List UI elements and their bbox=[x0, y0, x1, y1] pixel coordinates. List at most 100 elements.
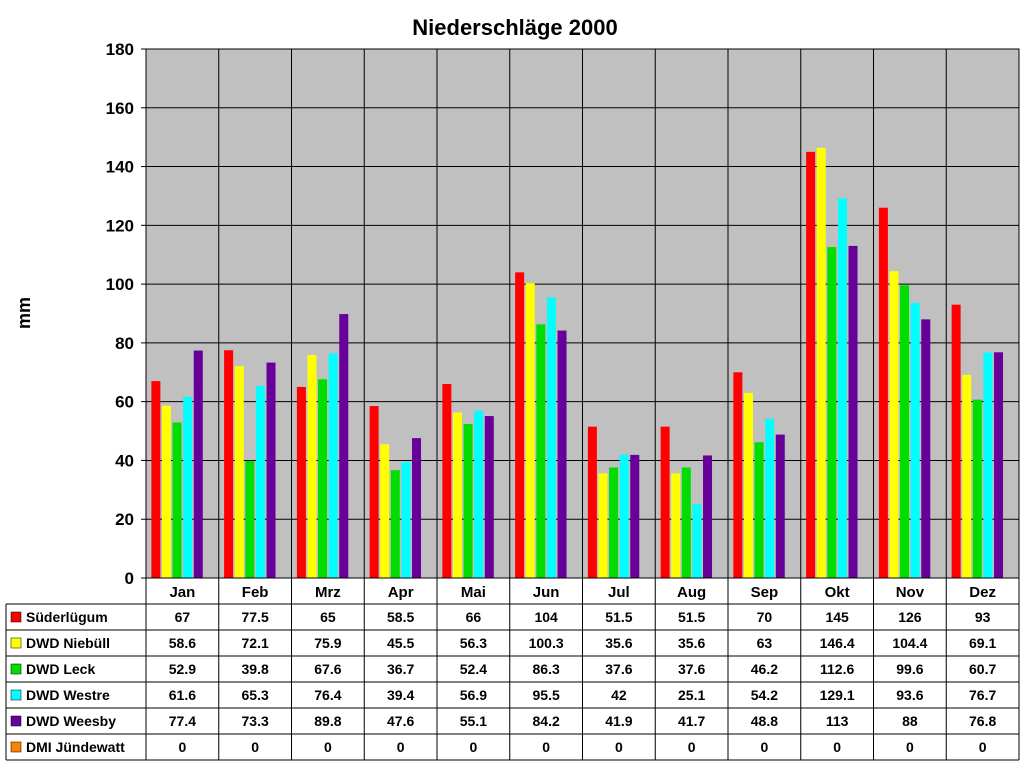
bar bbox=[806, 151, 816, 578]
y-tick-label: 140 bbox=[106, 158, 134, 177]
data-cell: 0 bbox=[615, 739, 623, 755]
data-cell: 63 bbox=[757, 635, 773, 651]
data-cell: 65 bbox=[320, 609, 336, 625]
data-cell: 76.4 bbox=[314, 687, 341, 703]
series-name: DWD Weesby bbox=[26, 713, 116, 729]
data-cell: 89.8 bbox=[314, 713, 341, 729]
legend-swatch bbox=[10, 689, 22, 701]
bar bbox=[266, 362, 276, 578]
category-label: Nov bbox=[896, 584, 925, 601]
data-cell: 56.3 bbox=[460, 635, 487, 651]
bar bbox=[234, 366, 244, 578]
data-cell: 77.4 bbox=[169, 713, 196, 729]
data-cell: 0 bbox=[397, 739, 405, 755]
data-cell: 100.3 bbox=[529, 635, 564, 651]
data-cell: 99.6 bbox=[896, 661, 923, 677]
category-label: Feb bbox=[242, 584, 269, 601]
bar bbox=[525, 283, 535, 578]
y-tick-label: 60 bbox=[115, 393, 134, 412]
bar bbox=[390, 470, 400, 578]
data-cell: 58.6 bbox=[169, 635, 196, 651]
data-cell: 146.4 bbox=[820, 635, 855, 651]
bar bbox=[848, 245, 858, 578]
data-cell: 25.1 bbox=[678, 687, 705, 703]
bar bbox=[463, 424, 473, 578]
bar bbox=[224, 350, 234, 578]
series-name: Süderlügum bbox=[26, 609, 108, 625]
y-tick-label: 20 bbox=[115, 510, 134, 529]
legend-swatch bbox=[10, 663, 22, 675]
bar bbox=[339, 314, 349, 578]
data-cell: 52.4 bbox=[460, 661, 487, 677]
bar bbox=[328, 353, 338, 578]
data-cell: 86.3 bbox=[533, 661, 560, 677]
data-cell: 54.2 bbox=[751, 687, 778, 703]
category-label: Jun bbox=[533, 584, 560, 601]
data-cell: 72.1 bbox=[242, 635, 269, 651]
bar bbox=[837, 198, 847, 578]
bar bbox=[484, 416, 494, 578]
data-cell: 67 bbox=[175, 609, 191, 625]
y-tick-label: 180 bbox=[106, 40, 134, 59]
bar bbox=[546, 297, 556, 578]
data-cell: 51.5 bbox=[678, 609, 705, 625]
data-cell: 0 bbox=[979, 739, 987, 755]
data-cell: 129.1 bbox=[820, 687, 855, 703]
bar bbox=[921, 319, 931, 578]
bar bbox=[765, 418, 775, 578]
bar bbox=[515, 272, 525, 578]
bar bbox=[474, 410, 484, 578]
data-cell: 45.5 bbox=[387, 635, 414, 651]
bar bbox=[609, 467, 619, 578]
data-cell: 77.5 bbox=[242, 609, 269, 625]
bar bbox=[193, 350, 203, 578]
series-name: DWD Niebüll bbox=[26, 635, 110, 651]
data-cell: 65.3 bbox=[242, 687, 269, 703]
data-cell: 93.6 bbox=[896, 687, 923, 703]
data-cell: 0 bbox=[469, 739, 477, 755]
data-cell: 104 bbox=[534, 609, 558, 625]
bar bbox=[255, 386, 265, 578]
data-cell: 52.9 bbox=[169, 661, 196, 677]
bar bbox=[754, 442, 764, 578]
bar bbox=[412, 438, 422, 578]
bar bbox=[296, 386, 306, 578]
data-cell: 0 bbox=[906, 739, 914, 755]
data-cell: 69.1 bbox=[969, 635, 996, 651]
bar bbox=[983, 352, 993, 578]
data-cell: 95.5 bbox=[533, 687, 560, 703]
bar bbox=[172, 422, 182, 578]
bar bbox=[442, 384, 452, 578]
bar bbox=[681, 467, 691, 578]
category-label: Jul bbox=[608, 584, 630, 601]
series-name: DWD Leck bbox=[26, 661, 95, 677]
data-cell: 76.8 bbox=[969, 713, 996, 729]
data-cell: 61.6 bbox=[169, 687, 196, 703]
legend-swatch bbox=[10, 741, 22, 753]
data-cell: 56.9 bbox=[460, 687, 487, 703]
bar bbox=[900, 285, 910, 578]
bar bbox=[161, 405, 171, 578]
data-cell: 104.4 bbox=[892, 635, 927, 651]
bar bbox=[733, 372, 743, 578]
data-cell: 145 bbox=[825, 609, 849, 625]
category-label: Dez bbox=[969, 584, 996, 601]
data-cell: 39.8 bbox=[242, 661, 269, 677]
data-cell: 51.5 bbox=[605, 609, 632, 625]
data-cell: 37.6 bbox=[605, 661, 632, 677]
bar bbox=[994, 352, 1004, 578]
bar bbox=[151, 381, 161, 578]
data-cell: 0 bbox=[833, 739, 841, 755]
bar bbox=[972, 399, 982, 578]
data-cell: 42 bbox=[611, 687, 627, 703]
plot-area: 0 20 40 60 80 100 120 140 160 180 bbox=[106, 40, 1020, 588]
bar bbox=[962, 374, 972, 578]
series-name: DMI Jündewatt bbox=[26, 739, 125, 755]
y-tick-label: 80 bbox=[115, 334, 134, 353]
bar bbox=[692, 504, 702, 578]
y-axis-label: mm bbox=[14, 297, 34, 329]
bar bbox=[598, 473, 608, 578]
category-label: Mai bbox=[461, 584, 486, 601]
category-label: Apr bbox=[388, 584, 414, 601]
